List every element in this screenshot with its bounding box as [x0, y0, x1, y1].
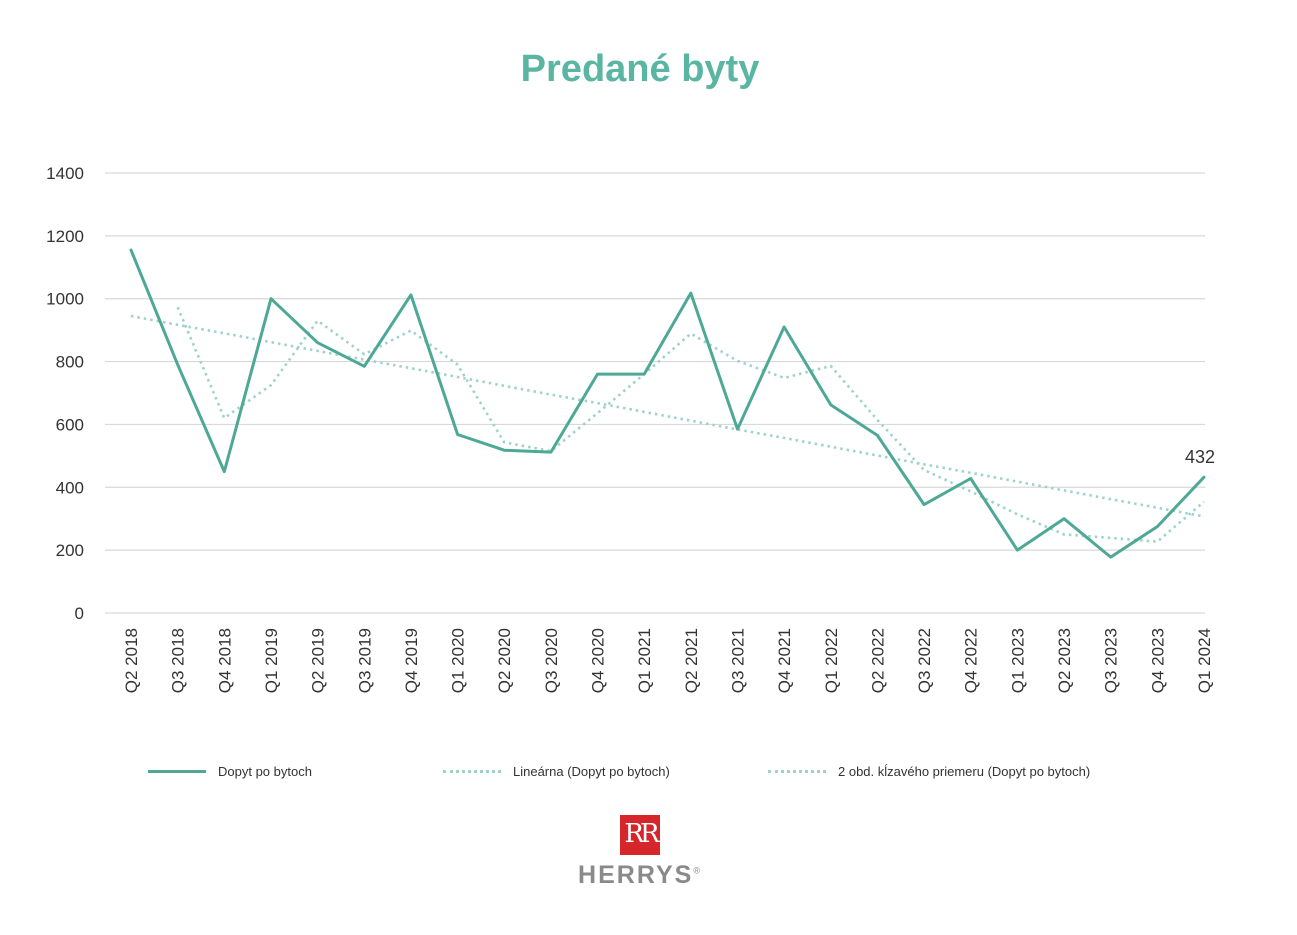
registered-mark: ®: [693, 865, 702, 876]
y-tick-label: 800: [56, 353, 84, 372]
x-tick-label: Q1 2024: [1195, 628, 1214, 693]
x-tick-label: Q2 2022: [868, 628, 887, 693]
legend-label: 2 obd. kĺzavého priemeru (Dopyt po bytoc…: [838, 764, 1091, 779]
x-tick-label: Q3 2020: [542, 628, 561, 693]
x-tick-label: Q1 2022: [822, 628, 841, 693]
x-tick-label: Q2 2020: [495, 628, 514, 693]
x-tick-label: Q2 2018: [122, 628, 141, 693]
x-tick-label: Q3 2023: [1102, 628, 1121, 693]
x-tick-label: Q4 2018: [215, 628, 234, 693]
x-tick-label: Q1 2020: [449, 628, 468, 693]
x-tick-label: Q4 2020: [589, 628, 608, 693]
x-tick-label: Q4 2019: [402, 628, 421, 693]
y-tick-label: 1400: [46, 164, 84, 183]
series-line-dopyt: [129, 248, 1206, 559]
y-tick-label: 400: [56, 478, 84, 497]
x-tick-label: Q1 2021: [635, 628, 654, 693]
legend-item-linearna: Lineárna (Dopyt po bytoch): [443, 764, 670, 779]
legend-swatch-solid: [148, 770, 206, 773]
x-tick-label: Q2 2023: [1055, 628, 1074, 693]
x-tick-label: Q4 2023: [1148, 628, 1167, 693]
legend-swatch-dotted: [443, 770, 501, 773]
x-tick-label: Q1 2019: [262, 628, 281, 693]
x-tick-label: Q4 2021: [775, 628, 794, 693]
logo-mark: RR: [620, 815, 660, 855]
y-tick-label: 200: [56, 541, 84, 560]
series-line-klzavy-priemer: [176, 306, 1205, 543]
y-tick-label: 0: [75, 604, 84, 623]
logo-wordmark: HERRYS®: [570, 861, 710, 890]
y-tick-label: 1200: [46, 227, 84, 246]
y-tick-label: 600: [56, 415, 84, 434]
x-tick-label: Q2 2021: [682, 628, 701, 693]
legend-item-klzavy-priemer: 2 obd. kĺzavého priemeru (Dopyt po bytoc…: [768, 764, 1090, 779]
x-tick-label: Q2 2019: [309, 628, 328, 693]
x-tick-label: Q3 2021: [728, 628, 747, 693]
legend-label: Lineárna (Dopyt po bytoch): [513, 764, 670, 779]
logo-mark-letters: RR: [624, 819, 659, 849]
legend-swatch-dotted: [768, 770, 826, 773]
x-tick-label: Q3 2018: [169, 628, 188, 693]
chart-title: Predané byty: [520, 48, 760, 90]
chart-legend: Dopyt po bytoch Lineárna (Dopyt po bytoc…: [0, 764, 1297, 784]
y-tick-label: 1000: [46, 290, 84, 309]
herrys-logo: RR HERRYS®: [570, 815, 710, 890]
x-tick-label: Q3 2019: [355, 628, 374, 693]
logo-text: HERRYS: [578, 861, 694, 889]
x-tick-label: Q3 2022: [915, 628, 934, 693]
data-label-last: 432: [1185, 447, 1215, 467]
x-tick-label: Q1 2023: [1008, 628, 1027, 693]
legend-label: Dopyt po bytoch: [218, 764, 312, 779]
series-line-linearna: [130, 314, 1205, 518]
x-tick-label: Q4 2022: [962, 628, 981, 693]
legend-item-dopyt: Dopyt po bytoch: [148, 764, 312, 779]
